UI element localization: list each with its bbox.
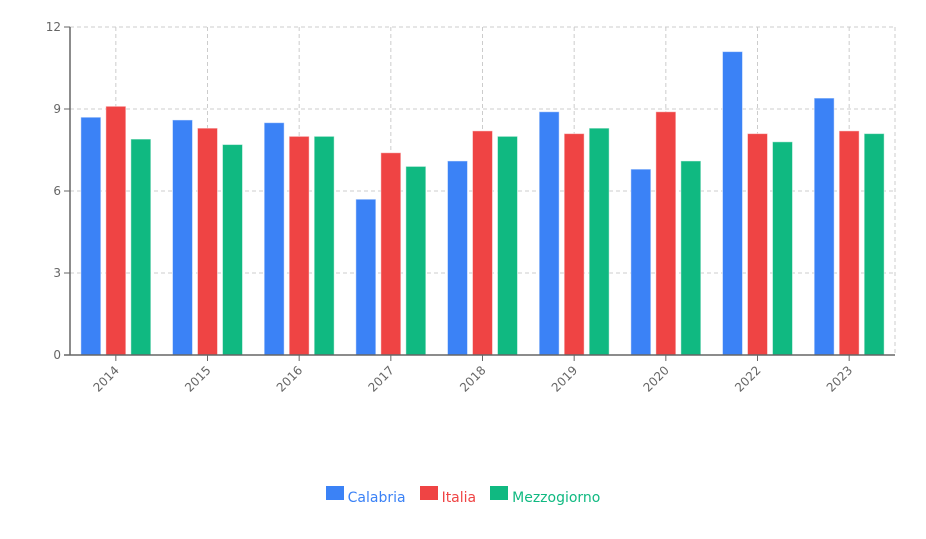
bar-calabria-2017[interactable]: Calabria 2017: 5.7 — [355, 198, 377, 356]
bar-mezzogiorno-2015[interactable]: Mezzogiorno 2015: 7.7 — [222, 144, 243, 356]
bar-italia-2022[interactable]: Italia 2022: 8.1 — [747, 133, 768, 356]
legend-item-calabria[interactable]: Calabria — [325, 486, 406, 506]
bar-mezzogiorno-2022[interactable]: Mezzogiorno 2022: 7.8 — [772, 141, 793, 356]
legend-swatch-calabria — [325, 486, 344, 500]
legend-swatch-mezzogiorno — [490, 486, 509, 500]
y-tick-label: 6 — [53, 184, 61, 198]
bar-calabria-2022[interactable]: Calabria 2022: 11.1 — [722, 51, 743, 356]
bar-mezzogiorno-2016[interactable]: Mezzogiorno 2016: 8 — [313, 135, 335, 356]
x-tick-label: 2019 — [549, 363, 580, 394]
x-tick-label: 2018 — [457, 363, 488, 394]
bar-calabria-2019[interactable]: Calabria 2019: 8.9 — [538, 111, 560, 356]
x-tick-label: 2022 — [732, 363, 763, 394]
legend-label: Mezzogiorno — [512, 490, 601, 506]
bar-italia-2017[interactable]: Italia 2017: 7.4 — [380, 152, 402, 356]
bar-calabria-2020[interactable]: Calabria 2020: 6.8 — [630, 168, 652, 356]
bar-calabria-2015[interactable]: Calabria 2015: 8.6 — [172, 119, 193, 356]
legend-item-mezzogiorno[interactable]: Mezzogiorno — [490, 486, 600, 506]
x-tick-label: 2017 — [365, 363, 396, 394]
bar-mezzogiorno-2020[interactable]: Mezzogiorno 2020: 7.1 — [680, 160, 702, 356]
x-tick-label: 2014 — [90, 363, 121, 394]
bar-mezzogiorno-2023[interactable]: Mezzogiorno 2023: 8.1 — [863, 133, 885, 356]
y-tick-label: 9 — [53, 102, 61, 116]
x-tick-label: 2016 — [274, 363, 305, 394]
bar-italia-2023[interactable]: Italia 2023: 8.2 — [838, 130, 860, 356]
y-tick-label: 3 — [53, 266, 61, 280]
legend: Calabria Italia Mezzogiorno — [0, 486, 926, 506]
y-tick-label: 0 — [53, 348, 61, 362]
bar-calabria-2018[interactable]: Calabria 2018: 7.1 — [447, 160, 468, 356]
bar-calabria-2014[interactable]: Calabria 2014: 8.7 — [80, 116, 102, 356]
x-tick-label: 2015 — [182, 363, 213, 394]
y-tick-label: 12 — [46, 20, 61, 34]
bar-italia-2016[interactable]: Italia 2016: 8 — [288, 135, 310, 356]
bar-italia-2019[interactable]: Italia 2019: 8.1 — [563, 133, 585, 356]
legend-item-italia[interactable]: Italia — [419, 486, 477, 506]
bar-mezzogiorno-2017[interactable]: Mezzogiorno 2017: 6.9 — [405, 165, 427, 356]
bar-calabria-2016[interactable]: Calabria 2016: 8.5 — [263, 122, 285, 356]
legend-label: Calabria — [347, 490, 406, 506]
legend-label: Italia — [441, 490, 477, 506]
bar-mezzogiorno-2018[interactable]: Mezzogiorno 2018: 8 — [497, 135, 518, 356]
bar-calabria-2023[interactable]: Calabria 2023: 9.4 — [813, 97, 835, 356]
bar-italia-2020[interactable]: Italia 2020: 8.9 — [655, 111, 677, 356]
x-tick-label: 2023 — [824, 363, 855, 394]
legend-swatch-italia — [419, 486, 438, 500]
bar-mezzogiorno-2014[interactable]: Mezzogiorno 2014: 7.9 — [130, 138, 152, 356]
bar-italia-2014[interactable]: Italia 2014: 9.1 — [105, 105, 127, 356]
bar-italia-2015[interactable]: Italia 2015: 8.3 — [197, 127, 218, 356]
x-tick-label: 2020 — [640, 363, 671, 394]
bar-italia-2018[interactable]: Italia 2018: 8.2 — [472, 130, 493, 356]
bar-mezzogiorno-2019[interactable]: Mezzogiorno 2019: 8.3 — [588, 127, 610, 356]
